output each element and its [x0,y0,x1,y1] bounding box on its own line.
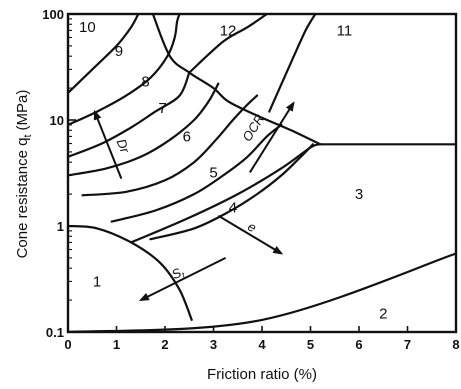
zone-label-10: 10 [79,19,96,36]
zone-boundary-7 [268,12,317,113]
y-tick-label: 1 [57,219,64,234]
zone-label-11: 11 [337,22,353,39]
arrow-dr [93,109,123,179]
zone-boundaries [66,12,458,334]
plot-frame [66,12,458,334]
arrow-label-s: St [169,264,187,284]
arrow-label-e: e [245,219,259,236]
x-tick-label: 3 [210,337,217,352]
x-tick-label: 4 [258,337,266,352]
y-tick-label: 100 [42,7,64,22]
x-tick-label: 5 [307,337,314,352]
x-tick-label: 8 [452,337,459,352]
zone-boundary-2 [66,224,193,321]
y-tick-label: 0.1 [46,325,64,340]
zone-label-6: 6 [183,128,191,145]
zone-boundary-14 [149,143,314,241]
zone-boundary-6 [188,12,268,74]
arrow-label-dr: Dr [114,137,133,156]
x-axis-title: Friction ratio (%) [207,366,317,383]
arrow-ocr [249,101,295,173]
zone-label-8: 8 [141,74,149,91]
zone-label-12: 12 [220,22,237,39]
x-tick-label: 2 [161,337,168,352]
zone-boundary-11 [66,82,220,177]
y-axis-title-unit: (MPa) [14,90,31,131]
zone-label-3: 3 [355,186,363,203]
arrow-s [138,257,227,301]
zone-label-7: 7 [158,100,166,117]
arrow-e [217,214,284,255]
y-axis-ticks: 0.1 1 10 100 [42,7,76,340]
zone-boundary-5 [151,12,322,146]
x-tick-label: 1 [113,337,120,352]
zone-label-5: 5 [209,164,217,181]
x-tick-label: 0 [64,337,71,352]
zone-label-9: 9 [115,43,123,60]
zone-boundary-3 [130,143,322,244]
x-axis-ticks: 0 1 2 3 4 5 6 7 8 [64,326,460,352]
y-axis-title-subscript: t [22,134,34,137]
zone-label-4: 4 [229,199,237,216]
x-tick-label: 6 [355,337,362,352]
zone-boundary-8 [66,12,140,94]
y-axis-title-main: Cone resistance q [14,138,31,259]
zone-boundary-1 [66,252,458,334]
y-tick-label: 10 [50,113,64,128]
zone-boundary-12 [81,94,259,197]
x-tick-label: 7 [404,337,411,352]
zone-label-1: 1 [93,273,101,290]
zone-boundary-10 [66,71,191,158]
zone-label-2: 2 [379,305,387,322]
zone-boundary-13 [110,123,283,223]
y-axis-title: Cone resistance qt (MPa) [14,90,34,259]
